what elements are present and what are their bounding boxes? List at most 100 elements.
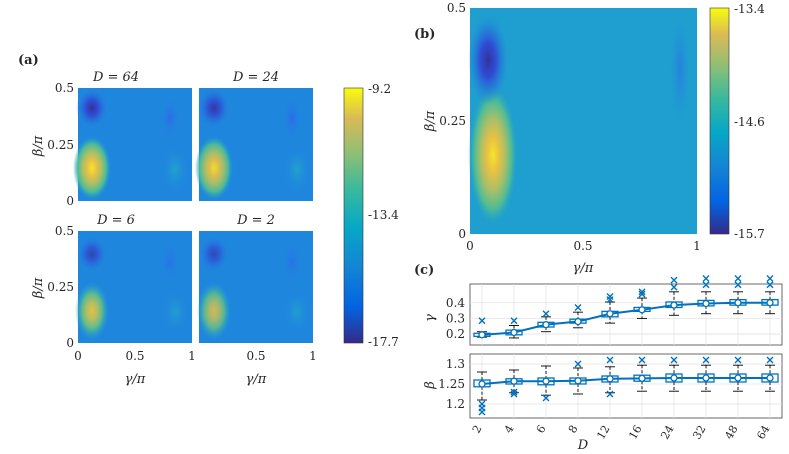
outlier-marker	[702, 281, 710, 289]
mean-point	[510, 377, 518, 385]
colorbar-b-tick-mid: -14.6	[734, 115, 765, 129]
subplot-title-d6: D = 6	[96, 213, 135, 228]
mean-point	[638, 306, 646, 314]
ylabel-c-gamma: γ	[423, 314, 438, 322]
ytick-a2-mid: 0.25	[47, 280, 74, 294]
ytick-b-bottom: 0	[458, 227, 466, 241]
panel-a-heatmaps: D = 64 D = 24 D = 6 D = 2	[31, 70, 399, 387]
xtick-c: 2	[470, 423, 485, 436]
heatmap-d2	[197, 231, 313, 343]
xlabel-a-right: γ/π	[246, 372, 267, 387]
ytick-a2-bottom: 0	[66, 336, 74, 350]
ylabel-b: β/π	[423, 110, 438, 132]
heatmap-b	[468, 8, 697, 234]
outlier-marker	[670, 283, 678, 291]
mean-point	[510, 328, 518, 337]
outlier-marker	[702, 275, 710, 283]
mean-point	[638, 374, 646, 383]
subplot-title-d2: D = 2	[236, 213, 275, 228]
xtick-c: 4	[502, 423, 517, 436]
panel-c-boxplots: γ β D 0.20.30.41.21.251.32 4 6 8 12 16 24 32 48 6…	[423, 275, 783, 453]
outlier-marker	[766, 281, 774, 289]
panel-label-c: (c)	[414, 263, 434, 278]
mean-point	[478, 331, 486, 339]
outlier-marker	[478, 317, 486, 325]
outlier-marker	[638, 290, 646, 298]
ytick-beta: 1.25	[438, 377, 465, 391]
xtick-c: 8	[566, 423, 581, 436]
outlier-marker	[670, 356, 678, 364]
outlier-marker	[734, 356, 742, 364]
ylabel-a-bottom: β/π	[31, 277, 46, 299]
mean-point	[734, 299, 742, 307]
mean-line-beta	[481, 377, 770, 385]
mean-point	[670, 374, 678, 382]
panel-label-a: (a)	[18, 53, 39, 68]
ytick-beta: 1.3	[446, 357, 465, 371]
ylabel-c-beta: β	[423, 381, 438, 390]
outlier-marker	[734, 275, 742, 283]
colorbar-a-tick-mid: -13.4	[368, 208, 399, 222]
outlier-marker	[542, 394, 550, 402]
outlier-marker	[638, 356, 646, 364]
mean-point	[606, 310, 614, 318]
ytick-gamma: 0.4	[446, 296, 465, 310]
mean-line-gamma	[481, 301, 770, 336]
mean-point	[766, 299, 774, 307]
outlier-marker	[606, 356, 614, 364]
xtick-b-1: 1	[693, 239, 701, 253]
axes-frame-gamma	[469, 283, 783, 346]
outlier-marker	[542, 310, 550, 318]
outlier-marker	[766, 275, 774, 283]
outlier-marker	[574, 360, 582, 368]
panel-b-heatmap: 0.5 0.25 0 β/π 0 0.5 1 γ/π -13.4 -14.6 -…	[423, 1, 765, 276]
heatmap-d64	[73, 88, 192, 201]
subplot-title-d24: D = 24	[232, 70, 279, 85]
colorbar-a-tick-max: -9.2	[368, 82, 391, 96]
xtick-c: 64	[754, 423, 772, 442]
outlier-marker	[606, 293, 614, 301]
colorbar-b	[709, 7, 730, 235]
ytick-a1-mid: 0.25	[47, 138, 74, 152]
mean-point	[766, 374, 774, 382]
xtick-b-05: 0.5	[573, 239, 592, 253]
outlier-marker	[606, 390, 614, 398]
xtick-c: 16	[626, 423, 644, 442]
xtick-c: 48	[722, 423, 740, 442]
mean-point	[542, 377, 550, 385]
mean-point	[734, 374, 742, 382]
mean-point	[670, 301, 678, 309]
mean-point	[478, 380, 486, 388]
box-plots-group: 0.20.30.41.21.251.32 4 6 8 12 16 24 32 48 64	[438, 275, 783, 442]
outlier-marker	[510, 390, 518, 398]
outlier-marker	[766, 356, 774, 364]
ytick-beta: 1.2	[446, 397, 465, 411]
xlabel-b: γ/π	[573, 261, 594, 276]
outlier-marker	[510, 388, 518, 396]
xtick-c: 24	[658, 423, 676, 442]
xtick-c: 32	[690, 423, 708, 442]
colorbar-a	[343, 87, 364, 344]
mean-point	[606, 375, 614, 383]
ytick-b-top: 0.5	[447, 1, 466, 15]
xtick-b-0: 0	[466, 239, 474, 253]
xtick-a-left-05: 0.5	[125, 349, 144, 363]
xtick-c: 6	[534, 423, 549, 436]
colorbar-b-tick-max: -13.4	[734, 2, 765, 16]
mean-point	[702, 374, 710, 382]
subplot-title-d64: D = 64	[92, 70, 139, 85]
outlier-marker	[510, 317, 518, 325]
xtick-c: 12	[594, 423, 612, 442]
xtick-a-right-05: 0.5	[246, 349, 265, 363]
axes-frame-beta	[469, 353, 783, 419]
xtick-a-left-1: 1	[188, 349, 196, 363]
heatmap-d6	[75, 231, 192, 343]
mean-point	[574, 317, 582, 326]
outlier-marker	[574, 303, 582, 311]
outlier-marker	[702, 356, 710, 364]
ytick-a2-top: 0.5	[55, 224, 74, 238]
ylabel-a-top: β/π	[31, 135, 46, 157]
colorbar-a-tick-min: -17.7	[368, 335, 399, 349]
panel-label-b: (b)	[414, 27, 435, 42]
